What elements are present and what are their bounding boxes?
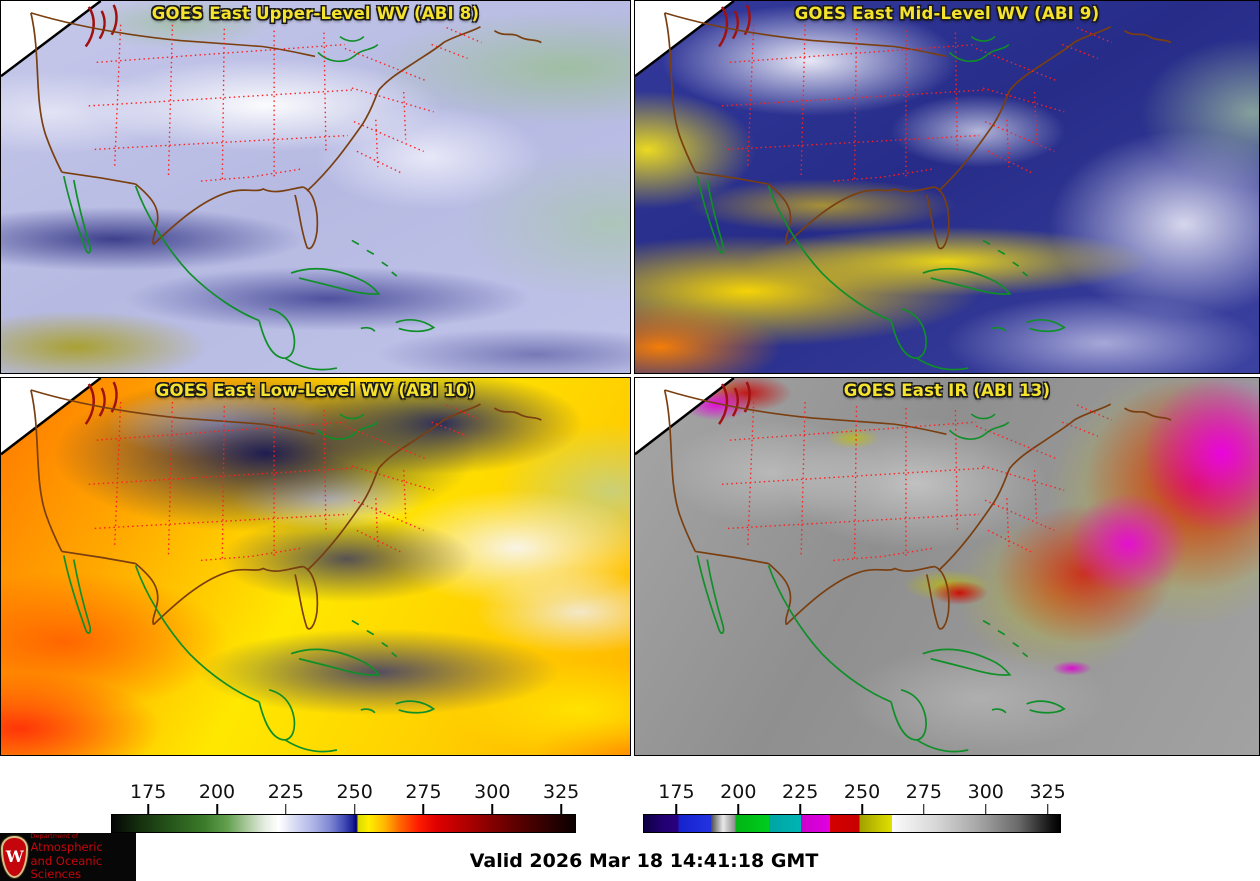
colorbar-tick-label: 275 bbox=[405, 781, 442, 803]
colorbar-tick-label: 300 bbox=[967, 781, 1004, 803]
ir-colorbar-ticks bbox=[643, 804, 1061, 814]
basemap-overlay bbox=[635, 1, 1259, 373]
panel-title: GOES East Mid-Level WV (ABI 9) bbox=[794, 4, 1100, 23]
basemap-overlay bbox=[1, 1, 630, 373]
aos-logo: W Department of Atmospheric and Oceanic … bbox=[0, 831, 136, 881]
colorbar-tick-label: 250 bbox=[843, 781, 881, 803]
colorbar-tick-label: 225 bbox=[782, 781, 819, 803]
colorbar-tick-label: 175 bbox=[658, 781, 695, 803]
logo-dept-label: Department of bbox=[30, 831, 79, 840]
uw-crest-icon: W bbox=[3, 838, 27, 876]
panel-goes-east-upper-level-wv: GOES East Upper-Level WV (ABI 8) bbox=[0, 0, 631, 374]
colorbar-tick-label: 250 bbox=[336, 781, 373, 803]
valid-timestamp: Valid 2026 Mar 18 14:41:18 GMT bbox=[469, 850, 819, 872]
panel-goes-east-mid-level-wv: GOES East Mid-Level WV (ABI 9) bbox=[634, 0, 1260, 374]
wv-colorbar-ticks bbox=[111, 804, 576, 814]
panel-title: GOES East IR (ABI 13) bbox=[843, 381, 1051, 400]
colorbar-tick-label: 175 bbox=[130, 781, 167, 803]
colorbar-tick-label: 300 bbox=[474, 781, 511, 803]
panel-title: GOES East Upper-Level WV (ABI 8) bbox=[151, 4, 480, 23]
colorbar-tick-label: 225 bbox=[267, 781, 304, 803]
wv-colorbar-labels: 175 200 225 250 275 300 325 bbox=[111, 781, 580, 803]
colorbar-tick-label: 200 bbox=[720, 781, 757, 803]
colorbar-tick-label: 275 bbox=[905, 781, 943, 803]
basemap-overlay bbox=[635, 378, 1259, 755]
panel-title: GOES East Low-Level WV (ABI 10) bbox=[155, 381, 476, 400]
basemap-overlay bbox=[1, 378, 630, 755]
colorbar-tick-label: 200 bbox=[198, 781, 236, 803]
panel-goes-east-ir: GOES East IR (ABI 13) bbox=[634, 377, 1260, 756]
logo-line1: Atmospheric bbox=[30, 840, 103, 855]
colorbar-tick-label: 325 bbox=[1029, 781, 1066, 803]
ir-colorbar-gradient bbox=[643, 814, 1061, 833]
wv-colorbar-gradient bbox=[111, 814, 576, 833]
aos-logo-text: Department of Atmospheric and Oceanic Sc… bbox=[30, 831, 136, 881]
logo-line2: and Oceanic Sciences bbox=[30, 853, 103, 881]
panel-goes-east-low-level-wv: GOES East Low-Level WV (ABI 10) bbox=[0, 377, 631, 756]
ir-colorbar-labels: 175 200 225 250 275 300 325 bbox=[643, 781, 1065, 803]
uw-crest-letter: W bbox=[5, 847, 24, 866]
colorbar-tick-label: 325 bbox=[542, 781, 580, 803]
